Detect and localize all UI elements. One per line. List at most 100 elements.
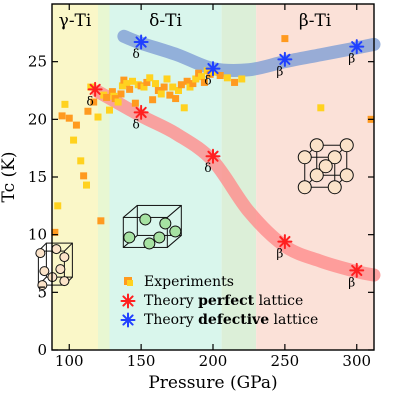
x-tick-label: 300 bbox=[342, 352, 371, 370]
experiment-point bbox=[80, 172, 88, 180]
experiment-point bbox=[129, 77, 136, 85]
cell-edge-1 bbox=[64, 242, 73, 252]
experiment-point bbox=[183, 77, 191, 85]
experiment-point bbox=[83, 181, 90, 189]
x-tick-label: 150 bbox=[127, 352, 156, 370]
experiment-point bbox=[172, 95, 180, 103]
cell-atom bbox=[35, 248, 46, 259]
trend-band-0 bbox=[91, 85, 381, 282]
trend-band-1 bbox=[117, 29, 381, 78]
cell-atom bbox=[123, 231, 136, 244]
phase-point-label: δ bbox=[133, 117, 140, 131]
legend-defective-label-prefix: Theory bbox=[144, 312, 198, 328]
experiment-point bbox=[94, 113, 102, 121]
cell-atom bbox=[309, 138, 324, 153]
theory-series: δ δ δ β β δ δ β β bbox=[87, 34, 365, 289]
cell-atom bbox=[59, 252, 70, 263]
experiment-point bbox=[163, 75, 171, 83]
experiment-point bbox=[281, 35, 289, 43]
experiment-point bbox=[175, 87, 182, 94]
phase-point-label: β bbox=[276, 64, 283, 78]
experiment-point bbox=[317, 104, 325, 112]
axes: 100 150 200 250 300 0 5 10 15 20 25 bbox=[28, 3, 375, 370]
y-tick-label: 10 bbox=[28, 226, 47, 244]
x-tick-label: 100 bbox=[55, 352, 84, 370]
cell-atom bbox=[169, 225, 182, 238]
cell-atom bbox=[297, 150, 312, 165]
y-tick-label: 5 bbox=[37, 283, 47, 301]
trend-bands bbox=[91, 29, 381, 282]
phase-point-label: δ bbox=[133, 47, 140, 61]
experiment-point bbox=[87, 83, 95, 91]
legend-defective-swatch bbox=[120, 312, 136, 328]
unit-cell-insets bbox=[35, 138, 354, 291]
y-axis-title: Tc (K) bbox=[0, 152, 19, 203]
asterisk-stroke bbox=[122, 314, 134, 326]
perfect-theory-point bbox=[277, 234, 293, 250]
experiment-point bbox=[123, 80, 131, 88]
cell-atom bbox=[37, 280, 48, 291]
asterisk-stroke bbox=[279, 235, 291, 248]
experiment-point bbox=[200, 78, 208, 86]
experiment-point bbox=[140, 83, 148, 91]
legend-perfect-label: Theory perfect lattice bbox=[144, 293, 303, 309]
legend-experiments-label-prefix: Experiments bbox=[144, 274, 234, 290]
phase-point-label: β bbox=[348, 275, 355, 289]
cell-edge-0 bbox=[122, 205, 138, 218]
asterisk-stroke bbox=[89, 83, 101, 95]
x-axis-title: Pressure (GPa) bbox=[148, 373, 277, 393]
y-tick-label: 15 bbox=[28, 168, 47, 186]
experiment-point bbox=[238, 75, 246, 83]
cell-atom bbox=[309, 168, 324, 183]
x-tick-label: 250 bbox=[271, 352, 300, 370]
experiment-point bbox=[157, 90, 165, 98]
experiment-point bbox=[118, 82, 126, 90]
experiment-point bbox=[192, 75, 200, 83]
experiment-point bbox=[216, 72, 224, 80]
cell-atom bbox=[339, 138, 354, 153]
experiment-point bbox=[146, 74, 154, 82]
legend-defective-label: Theory defective lattice bbox=[144, 312, 318, 328]
perfect-theory-point bbox=[87, 81, 103, 97]
experiment-point bbox=[117, 90, 125, 98]
cell-atom bbox=[339, 168, 354, 183]
experiment-point bbox=[198, 73, 205, 81]
perfect-theory-point bbox=[349, 262, 365, 278]
phase-point-label: δ bbox=[87, 94, 94, 108]
legend-experiments-swatch-2 bbox=[127, 280, 133, 286]
cell-atom bbox=[297, 180, 312, 195]
cell-atom bbox=[51, 244, 62, 255]
experiment-point bbox=[231, 78, 239, 86]
cell-atom bbox=[327, 150, 342, 165]
experiment-point bbox=[143, 78, 151, 86]
experiment-point bbox=[108, 88, 116, 96]
phase-label-0: γ-Ti bbox=[59, 11, 92, 31]
cell-back-face bbox=[316, 144, 348, 176]
phase-label-2: δ-Ti bbox=[149, 11, 182, 31]
cell-atom bbox=[159, 217, 172, 230]
defective-theory-point bbox=[205, 61, 221, 77]
legend-perfect-label-suffix: lattice bbox=[254, 293, 303, 309]
experiment-point bbox=[169, 83, 177, 91]
experiment-point bbox=[70, 136, 78, 144]
experiment-point bbox=[61, 100, 69, 108]
cell-front-face bbox=[304, 156, 336, 188]
phase-labels: γ-Ti δ-Ti β-Ti bbox=[59, 11, 332, 31]
cell-edge-3 bbox=[166, 235, 182, 248]
experiment-point bbox=[72, 121, 80, 129]
experiment-point bbox=[152, 80, 159, 88]
experiment-point bbox=[131, 99, 139, 107]
experiment-point bbox=[114, 98, 122, 106]
legend-perfect-swatch bbox=[120, 293, 136, 309]
cell-atom bbox=[327, 180, 342, 195]
experiment-point bbox=[65, 114, 73, 122]
phase-region-0 bbox=[52, 4, 98, 350]
experiment-point bbox=[54, 202, 62, 210]
experiment-point bbox=[77, 157, 85, 165]
y-tick-label: 25 bbox=[28, 53, 47, 71]
phase-region-1 bbox=[98, 4, 110, 350]
x-tick-label: 200 bbox=[199, 352, 228, 370]
cell-atom bbox=[153, 231, 166, 244]
defective-theory-point bbox=[277, 51, 293, 67]
experiment-point bbox=[126, 85, 134, 93]
